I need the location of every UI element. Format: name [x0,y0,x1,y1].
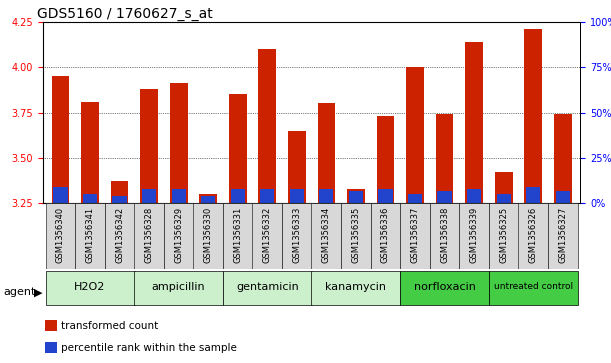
Bar [112,196,126,203]
Bar [229,94,247,203]
Text: GSM1356325: GSM1356325 [499,207,508,263]
Bar [376,116,394,203]
Bar [141,89,158,203]
Bar [46,203,75,269]
Text: GSM1356341: GSM1356341 [86,207,95,263]
Bar [75,203,105,269]
Bar [467,189,481,203]
Bar [406,67,424,203]
Bar [52,76,70,203]
Bar [459,203,489,269]
Bar [465,42,483,203]
Bar [347,189,365,203]
Bar [555,191,570,203]
Bar [312,203,342,269]
Bar [201,196,215,203]
Bar [437,191,452,203]
Bar [193,203,223,269]
Bar [548,203,577,269]
Bar [526,187,540,203]
Bar [400,270,489,305]
Bar [172,189,186,203]
Bar [430,203,459,269]
Bar [260,189,274,203]
Text: GSM1356330: GSM1356330 [203,207,213,263]
Bar [46,270,134,305]
Bar [282,203,312,269]
Text: GSM1356336: GSM1356336 [381,207,390,263]
Text: GSM1356326: GSM1356326 [529,207,538,263]
Bar [554,114,571,203]
Text: norfloxacin: norfloxacin [414,282,475,292]
Bar [111,182,128,203]
Bar [370,203,400,269]
Bar [45,342,57,353]
Bar [518,203,548,269]
Bar [223,203,253,269]
Bar [318,103,335,203]
Text: GSM1356334: GSM1356334 [322,207,331,263]
Bar [378,189,392,203]
Bar [231,189,245,203]
Text: GSM1356342: GSM1356342 [115,207,124,263]
Bar [290,189,304,203]
Bar [408,194,422,203]
Bar [252,203,282,269]
Text: percentile rank within the sample: percentile rank within the sample [61,343,237,353]
Bar [258,49,276,203]
Text: GSM1356333: GSM1356333 [292,207,301,263]
Bar [83,194,97,203]
Bar [312,270,400,305]
Bar [341,203,371,269]
Text: GSM1356338: GSM1356338 [440,207,449,263]
Text: GSM1356329: GSM1356329 [174,207,183,263]
Text: H2O2: H2O2 [75,282,106,292]
Bar [142,189,156,203]
Bar [170,83,188,203]
Text: GSM1356339: GSM1356339 [470,207,478,263]
Bar [349,191,363,203]
Bar [524,29,542,203]
Text: GDS5160 / 1760627_s_at: GDS5160 / 1760627_s_at [37,7,213,21]
Bar [495,172,513,203]
Text: ▶: ▶ [34,287,42,297]
Bar [134,203,164,269]
Text: GSM1356328: GSM1356328 [145,207,153,263]
Text: GSM1356335: GSM1356335 [351,207,360,263]
Text: GSM1356331: GSM1356331 [233,207,242,263]
Text: GSM1356337: GSM1356337 [411,207,420,263]
Bar [436,114,453,203]
Bar [288,131,306,203]
Bar [134,270,223,305]
Bar [320,189,334,203]
Bar [489,270,577,305]
Text: ampicillin: ampicillin [152,282,205,292]
Bar [497,194,511,203]
Text: GSM1356340: GSM1356340 [56,207,65,263]
Bar [400,203,430,269]
Bar [81,102,99,203]
Text: agent: agent [3,287,35,297]
Bar [199,194,217,203]
Bar [223,270,312,305]
Bar [53,187,68,203]
Text: gentamicin: gentamicin [236,282,299,292]
Bar [164,203,194,269]
Text: kanamycin: kanamycin [326,282,386,292]
Bar [489,203,519,269]
Text: transformed count: transformed count [61,321,158,331]
Text: untreated control: untreated control [494,282,573,291]
Bar [45,320,57,331]
Bar [104,203,134,269]
Text: GSM1356332: GSM1356332 [263,207,272,263]
Text: GSM1356327: GSM1356327 [558,207,567,263]
